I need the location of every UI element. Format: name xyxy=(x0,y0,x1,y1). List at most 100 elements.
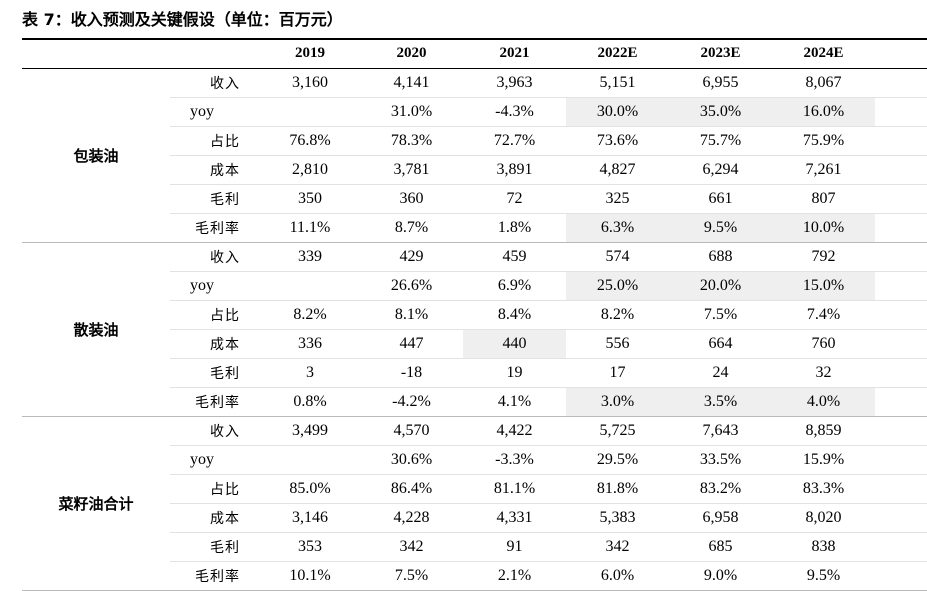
value-cell: 8,067 xyxy=(772,68,875,98)
value-cell: 9.0% xyxy=(669,561,772,591)
value-cell: 3,781 xyxy=(360,155,463,185)
value-cell: 325 xyxy=(566,184,669,214)
value-cell: 32 xyxy=(772,358,875,388)
trailing-cell xyxy=(875,271,927,301)
value-cell: 556 xyxy=(566,329,669,359)
value-cell: 342 xyxy=(566,532,669,562)
value-cell: 15.9% xyxy=(772,445,875,475)
row-label: 占比 xyxy=(170,474,260,504)
value-cell: 83.2% xyxy=(669,474,772,504)
value-cell: 78.3% xyxy=(360,126,463,156)
value-cell: 339 xyxy=(260,242,360,272)
table-row: 占比 85.0% 86.4% 81.1% 81.8% 83.2% 83.3% xyxy=(22,474,927,504)
table-row: 占比 8.2% 8.1% 8.4% 8.2% 7.5% 7.4% xyxy=(22,300,927,330)
value-cell: 6.0% xyxy=(566,561,669,591)
row-label: 收入 xyxy=(170,242,260,272)
row-label: 占比 xyxy=(170,300,260,330)
value-cell: 1.8% xyxy=(463,213,566,243)
value-cell: 664 xyxy=(669,329,772,359)
table-row: yoy 30.6% -3.3% 29.5% 33.5% 15.9% xyxy=(22,445,927,475)
value-cell: 72.7% xyxy=(463,126,566,156)
col-header: 2024E xyxy=(772,38,875,69)
value-cell: 4,141 xyxy=(360,68,463,98)
value-cell: 8.2% xyxy=(566,300,669,330)
value-cell: 7,261 xyxy=(772,155,875,185)
trailing-cell xyxy=(875,155,927,185)
trailing-cell xyxy=(875,445,927,475)
table-row: 成本 336 447 440 556 664 760 xyxy=(22,329,927,359)
table-row: 成本 3,146 4,228 4,331 5,383 6,958 8,020 xyxy=(22,503,927,533)
value-cell: 86.4% xyxy=(360,474,463,504)
value-cell: 760 xyxy=(772,329,875,359)
value-cell: 3,499 xyxy=(260,416,360,446)
value-cell: 6,294 xyxy=(669,155,772,185)
row-label: yoy xyxy=(170,445,260,475)
row-label: 收入 xyxy=(170,68,260,98)
value-cell: 26.6% xyxy=(360,271,463,301)
row-label: 毛利 xyxy=(170,184,260,214)
value-cell: 350 xyxy=(260,184,360,214)
value-cell: 20.0% xyxy=(669,271,772,301)
trailing-cell xyxy=(875,126,927,156)
trailing-cell xyxy=(875,416,927,446)
value-cell: 75.7% xyxy=(669,126,772,156)
col-header: 2021 xyxy=(463,38,566,69)
value-cell: 17 xyxy=(566,358,669,388)
value-cell: 4,331 xyxy=(463,503,566,533)
value-cell: 3 xyxy=(260,358,360,388)
value-cell xyxy=(260,271,360,301)
table-row: 包装油 收入 3,160 4,141 3,963 5,151 6,955 8,067 xyxy=(22,68,927,243)
value-cell: 91 xyxy=(463,532,566,562)
value-cell: 3.0% xyxy=(566,387,669,417)
group-label: 菜籽油合计 xyxy=(22,416,170,591)
value-cell: 81.8% xyxy=(566,474,669,504)
col-header: 2023E xyxy=(669,38,772,69)
value-cell: 4.0% xyxy=(772,387,875,417)
col-header: 2022E xyxy=(566,38,669,69)
value-cell: 8,859 xyxy=(772,416,875,446)
value-cell: 8.4% xyxy=(463,300,566,330)
group-label: 散装油 xyxy=(22,242,170,417)
row-label: 毛利率 xyxy=(170,561,260,591)
row-label: 毛利 xyxy=(170,532,260,562)
value-cell: 85.0% xyxy=(260,474,360,504)
value-cell: 3,160 xyxy=(260,68,360,98)
trailing-cell xyxy=(875,213,927,243)
value-cell: 11.1% xyxy=(260,213,360,243)
value-cell: 342 xyxy=(360,532,463,562)
row-label: 收入 xyxy=(170,416,260,446)
trailing-cell xyxy=(875,474,927,504)
value-cell: 8.1% xyxy=(360,300,463,330)
value-cell: 6.9% xyxy=(463,271,566,301)
row-label: yoy xyxy=(170,271,260,301)
header-row: 2019 2020 2021 2022E 2023E 2024E xyxy=(22,38,927,69)
header-trailing-cell xyxy=(875,38,927,69)
value-cell: 685 xyxy=(669,532,772,562)
value-cell: 360 xyxy=(360,184,463,214)
value-cell: 73.6% xyxy=(566,126,669,156)
table-row: 毛利 3 -18 19 17 24 32 xyxy=(22,358,927,388)
value-cell: 3,891 xyxy=(463,155,566,185)
value-cell: -3.3% xyxy=(463,445,566,475)
value-cell: 688 xyxy=(669,242,772,272)
trailing-cell xyxy=(875,532,927,562)
value-cell: -4.3% xyxy=(463,97,566,127)
value-cell: 7.5% xyxy=(669,300,772,330)
table-row: yoy 26.6% 6.9% 25.0% 20.0% 15.0% xyxy=(22,271,927,301)
value-cell: 3,963 xyxy=(463,68,566,98)
value-cell: 33.5% xyxy=(669,445,772,475)
value-cell: 4,228 xyxy=(360,503,463,533)
value-cell: 5,151 xyxy=(566,68,669,98)
value-cell xyxy=(260,445,360,475)
value-cell: 25.0% xyxy=(566,271,669,301)
value-cell: 8,020 xyxy=(772,503,875,533)
value-cell: 35.0% xyxy=(669,97,772,127)
table-row: 毛利 353 342 91 342 685 838 xyxy=(22,532,927,562)
value-cell: 6.3% xyxy=(566,213,669,243)
value-cell: 76.8% xyxy=(260,126,360,156)
value-cell: 8.2% xyxy=(260,300,360,330)
table-title: 表 7：收入预测及关键假设（单位：百万元） xyxy=(22,10,343,29)
header-group-cell xyxy=(22,38,170,69)
value-cell: 8.7% xyxy=(360,213,463,243)
table-row: 散装油 收入 339 429 459 574 688 792 xyxy=(22,242,927,417)
